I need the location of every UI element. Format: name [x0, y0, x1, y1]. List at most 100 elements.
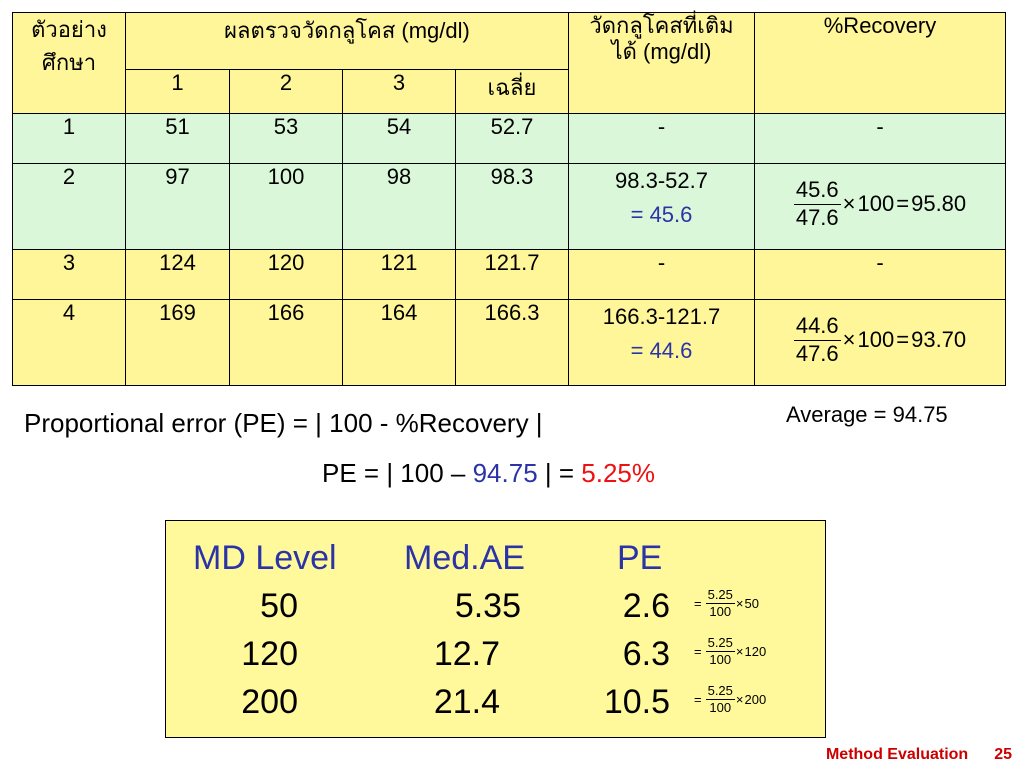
fraction: 5.25 100 — [705, 683, 735, 717]
added-result: = 45.6 — [630, 202, 693, 228]
cell-sample: 3 — [12, 249, 126, 300]
equals-sign: = — [896, 191, 910, 216]
header-run-3: 3 — [342, 69, 456, 114]
md-pe-formula: = 5.25 100 × 50 — [694, 587, 759, 621]
pe-definition: Proportional error (PE) = | 100 - %Recov… — [24, 408, 543, 438]
fraction-denominator: 100 — [709, 604, 732, 620]
cell-added: 98.3-52.7 = 45.6 — [568, 163, 755, 250]
cell-run-3: 54 — [342, 113, 456, 164]
recovery-result: 93.70 — [911, 327, 967, 352]
times-sign: × — [842, 191, 856, 216]
table-row: 1 51 53 54 52.7 - - — [12, 113, 1006, 164]
cell-sample: 1 — [12, 113, 126, 164]
cell-added: 166.3-121.7 = 44.6 — [568, 299, 755, 386]
md-med-ae-value: 5.35 — [454, 587, 521, 625]
md-level-value: 200 — [241, 683, 298, 721]
cell-added: - — [568, 113, 755, 164]
cell-average: 166.3 — [455, 299, 569, 386]
fraction: 5.25 100 — [705, 635, 735, 669]
added-expression: 166.3-121.7 — [602, 304, 721, 329]
slide-footer: Method Evaluation 25 — [800, 746, 1012, 764]
md-level-value: 50 — [260, 587, 298, 625]
cell-recovery: 45.6 47.6 × 100 = 95.80 — [754, 163, 1006, 250]
md-pe-formula: = 5.25 100 × 120 — [694, 635, 766, 669]
pe-calc-value: 94.75 — [472, 458, 538, 488]
cell-run-2: 120 — [229, 249, 343, 300]
cell-run-1: 51 — [125, 113, 230, 164]
header-sample: ตัวอย่าง ศึกษา — [12, 12, 126, 114]
md-med-ae-value: 21.4 — [433, 683, 500, 721]
cell-run-3: 121 — [342, 249, 456, 300]
header-glucose: ผลตรวจวัดกลูโคส (mg/dl) — [125, 12, 569, 70]
header-added: วัดกลูโคสที่เติม ได้ (mg/dl) — [568, 12, 755, 114]
header-recovery: %Recovery — [754, 12, 1006, 114]
multiplier: 200 — [744, 692, 767, 708]
recovery-formula: 44.6 47.6 × 100 = 93.70 — [755, 300, 1005, 380]
fraction-denominator: 100 — [709, 700, 732, 716]
md-header-pe: PE — [617, 539, 663, 577]
md-med-ae-value: 12.7 — [433, 635, 500, 673]
cell-average: 98.3 — [455, 163, 569, 250]
md-pe-formula: = 5.25 100 × 200 — [694, 683, 766, 717]
pe-calc-mid: | = — [537, 458, 582, 488]
md-pe-value: 6.3 — [622, 635, 670, 673]
equals-sign: = — [694, 692, 702, 708]
fraction-numerator: 5.25 — [705, 683, 735, 701]
recovery-table: ตัวอย่าง ศึกษา ผลตรวจวัดกลูโคส (mg/dl) ว… — [12, 12, 1006, 386]
table-row: 4 169 166 164 166.3 166.3-121.7 = 44.6 4… — [12, 299, 1006, 386]
table-row: 3 124 120 121 121.7 - - — [12, 249, 1006, 300]
fraction-numerator: 5.25 — [705, 635, 735, 653]
fraction-numerator: 5.25 — [705, 587, 735, 605]
page-number: 25 — [994, 746, 1012, 763]
fraction-denominator: 47.6 — [795, 204, 839, 230]
md-header-med-ae: Med.AE — [404, 539, 525, 577]
recovery-result: 95.80 — [911, 191, 967, 216]
multiplier: 120 — [744, 644, 767, 660]
fraction: 44.6 47.6 — [793, 313, 841, 367]
cell-sample: 4 — [12, 299, 126, 386]
times-sign: × — [735, 644, 744, 660]
fraction-denominator: 100 — [709, 652, 732, 668]
cell-recovery: - — [754, 249, 1006, 300]
fraction-denominator: 47.6 — [795, 340, 839, 366]
equals-sign: = — [694, 644, 702, 660]
cell-added: - — [568, 249, 755, 300]
md-header-level: MD Level — [193, 539, 337, 577]
multiplier: 50 — [744, 596, 759, 612]
cell-sample: 2 — [12, 163, 126, 250]
equals-sign: = — [896, 327, 910, 352]
cell-recovery: - — [754, 113, 1006, 164]
md-level-table: MD Level Med.AE PE 50 5.35 2.6 = 5.25 100… — [165, 520, 826, 738]
times-sign: × — [735, 692, 744, 708]
times-sign: × — [842, 327, 856, 352]
md-pe-value: 2.6 — [622, 587, 670, 625]
equals-sign: = — [694, 596, 702, 612]
multiplier: 100 — [857, 191, 895, 216]
fraction: 5.25 100 — [705, 587, 735, 621]
cell-average: 121.7 — [455, 249, 569, 300]
cell-run-1: 169 — [125, 299, 230, 386]
cell-run-2: 166 — [229, 299, 343, 386]
cell-recovery: 44.6 47.6 × 100 = 93.70 — [754, 299, 1006, 386]
cell-run-1: 124 — [125, 249, 230, 300]
added-expression: 98.3-52.7 — [615, 168, 708, 193]
header-run-2: 2 — [229, 69, 343, 114]
cell-run-2: 53 — [229, 113, 343, 164]
md-level-value: 120 — [241, 635, 298, 673]
cell-run-2: 100 — [229, 163, 343, 250]
average-recovery: Average = 94.75 — [786, 402, 948, 427]
fraction-numerator: 45.6 — [793, 177, 841, 205]
table-row: 2 97 100 98 98.3 98.3-52.7 = 45.6 45.6 4… — [12, 163, 1006, 250]
added-result: = 44.6 — [630, 338, 693, 364]
footer-title: Method Evaluation — [825, 746, 969, 763]
pe-calc-prefix: PE = | 100 – — [322, 458, 473, 488]
cell-average: 52.7 — [455, 113, 569, 164]
pe-calc-result: 5.25% — [581, 458, 656, 488]
fraction-numerator: 44.6 — [793, 313, 841, 341]
fraction: 45.6 47.6 — [793, 177, 841, 231]
pe-calculation: PE = | 100 – 94.75 | = 5.25% — [322, 458, 655, 489]
cell-run-1: 97 — [125, 163, 230, 250]
header-run-avg: เฉลี่ย — [455, 69, 569, 114]
md-pe-value: 10.5 — [603, 683, 670, 721]
recovery-formula: 45.6 47.6 × 100 = 95.80 — [755, 164, 1005, 244]
